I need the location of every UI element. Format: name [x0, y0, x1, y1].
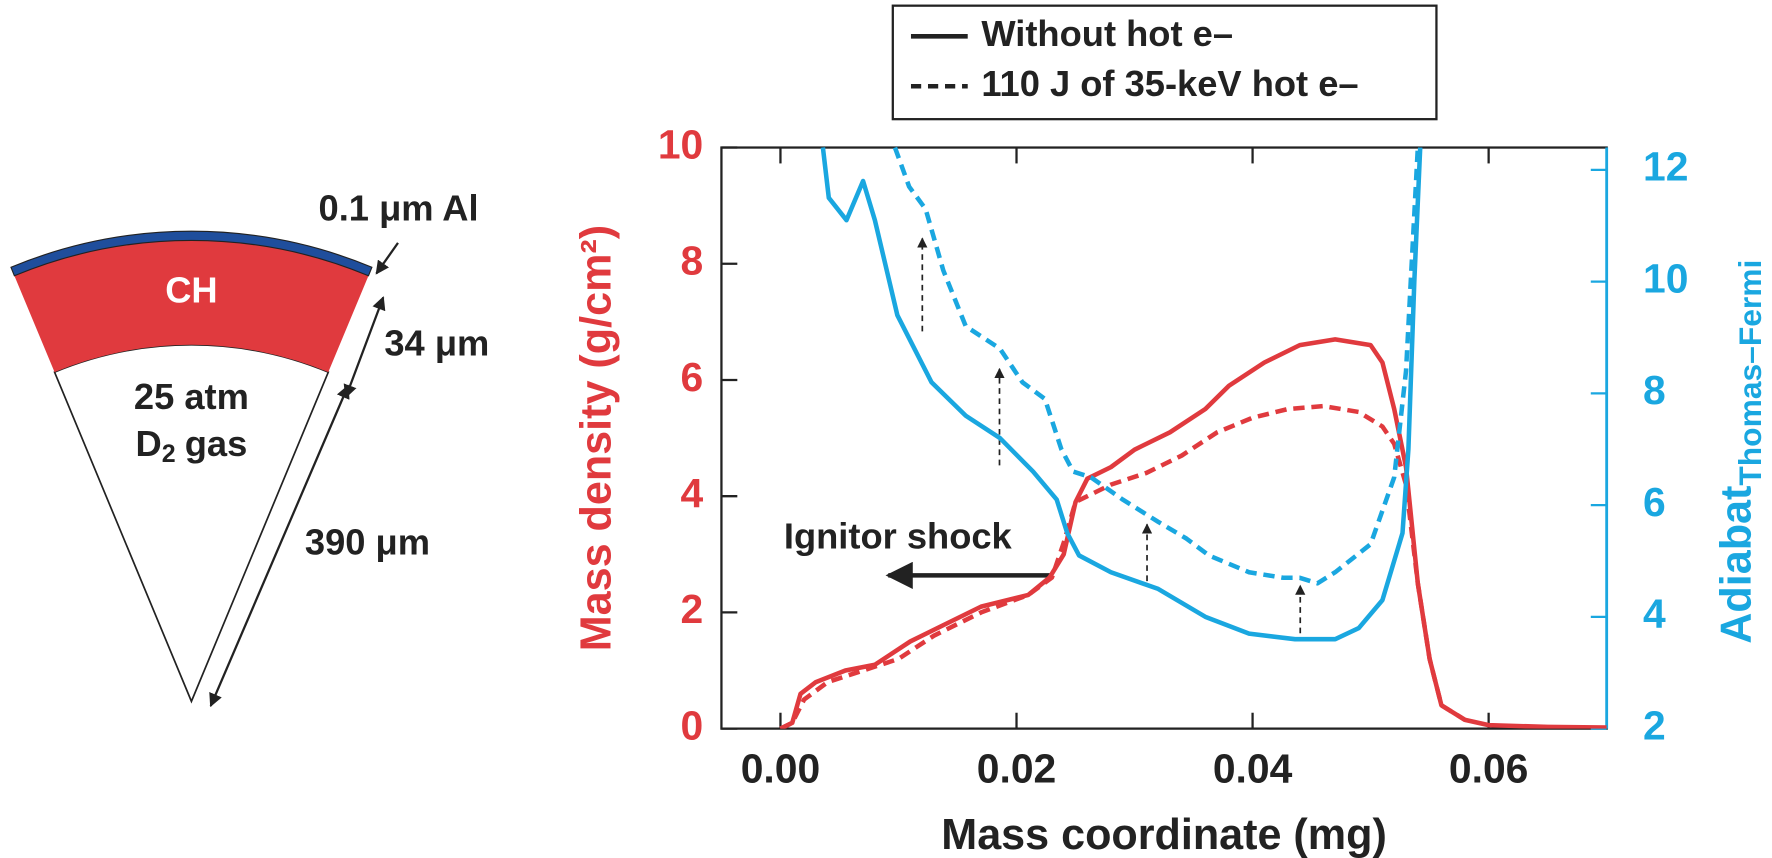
- ch-layer: [14, 240, 369, 373]
- target-diagram: 0.1 μm Al CH 34 μm 25 atm D2 gas 390 μm: [10, 188, 489, 708]
- y2-tick-label: 10: [1643, 255, 1688, 301]
- radius-label: 390 μm: [305, 521, 430, 562]
- y2-label-main: Adiabat: [1713, 486, 1761, 644]
- al-layer: [10, 230, 373, 277]
- ch-arrow: [343, 296, 386, 399]
- gas-symbol: D: [136, 423, 162, 464]
- series-line: [820, 147, 1423, 642]
- al-label: 0.1 μm Al: [319, 188, 479, 229]
- y2-label-subscript: Thomas–Fermi: [1732, 260, 1768, 486]
- al-arrow: [375, 242, 399, 275]
- change-arrows: [917, 237, 1306, 634]
- x-axis-label: Mass coordinate (mg): [941, 811, 1387, 858]
- gas-word: gas: [185, 423, 248, 464]
- annotation: Ignitor shock: [784, 516, 1013, 557]
- y-tick-label: 6: [681, 354, 704, 400]
- gas-label: D2 gas: [136, 423, 248, 468]
- series-line: [779, 403, 1467, 729]
- series-line: [892, 146, 1421, 586]
- y-tick-label: 10: [658, 121, 703, 167]
- gas-subscript: 2: [162, 440, 176, 468]
- ch-thickness: 34 μm: [384, 323, 489, 364]
- y2-tick-label: 4: [1643, 591, 1666, 637]
- x-tick-label: 0.04: [1213, 746, 1293, 792]
- y-tick-label: 8: [681, 238, 704, 284]
- y2-tick-label: 12: [1643, 144, 1688, 190]
- legend-box: [891, 4, 1438, 121]
- series-line: [779, 337, 1607, 729]
- gas-pressure: 25 atm: [134, 376, 249, 417]
- legend-label: Without hot e–: [981, 13, 1233, 54]
- x-tick-label: 0.06: [1449, 746, 1529, 792]
- y2-tick-label: 6: [1643, 479, 1666, 525]
- x-tick-label: 0.02: [977, 746, 1056, 792]
- y-tick-label: 4: [681, 470, 704, 516]
- ch-label: CH: [165, 269, 217, 310]
- x-tick-label: 0.00: [741, 746, 821, 792]
- radius-arrow: [209, 384, 350, 708]
- y2-axis-label: AdiabatThomas–Fermi: [1713, 260, 1769, 644]
- y-tick-label: 2: [681, 586, 704, 632]
- y2-tick-label: 2: [1643, 702, 1666, 748]
- y-axis-label: Mass density (g/cm²): [572, 225, 620, 651]
- legend-label: 110 J of 35-keV hot e–: [981, 63, 1358, 104]
- y-tick-label: 0: [681, 702, 704, 748]
- y2-tick-label: 8: [1643, 367, 1666, 413]
- plot-frame: [720, 146, 1608, 730]
